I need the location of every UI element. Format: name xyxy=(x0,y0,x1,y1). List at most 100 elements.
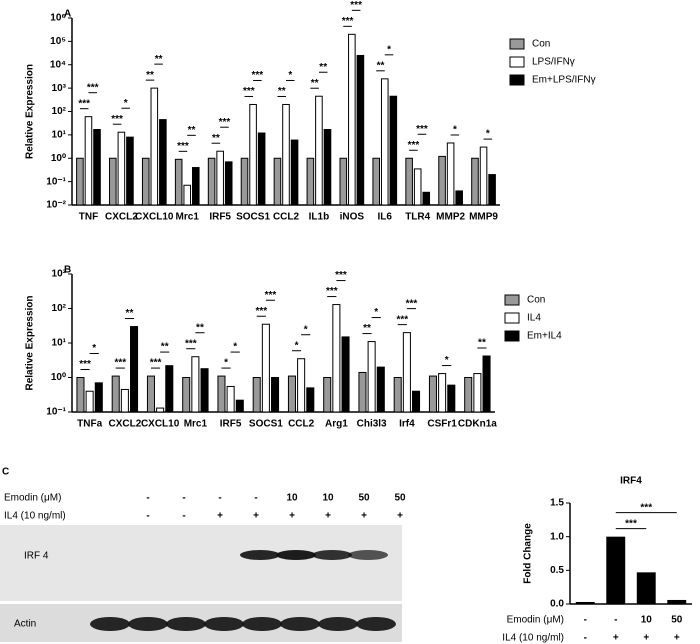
panel-label: A xyxy=(64,9,71,20)
x-tick-label: CSFr1 xyxy=(427,419,457,430)
x-tick-label: Arg1 xyxy=(325,419,348,430)
bar xyxy=(348,33,356,206)
blot-band xyxy=(128,617,168,631)
bar xyxy=(174,158,183,206)
panel-label: C xyxy=(2,467,9,478)
x-tick-label: TLR4 xyxy=(405,212,430,223)
significance-label: * xyxy=(295,340,299,351)
bar xyxy=(271,377,280,413)
blot-band xyxy=(242,617,282,631)
bar xyxy=(479,146,488,206)
significance-label: * xyxy=(445,355,449,366)
significance-label: *** xyxy=(416,124,428,135)
blot-strip xyxy=(0,525,402,601)
bar xyxy=(636,572,656,604)
x-tick-label: IRF5 xyxy=(209,212,231,223)
significance-label: *** xyxy=(335,270,347,281)
y-tick-label: 10⁻¹ xyxy=(46,407,66,418)
lane-value: + xyxy=(289,511,295,522)
bar xyxy=(339,157,348,206)
bar xyxy=(216,150,224,206)
y-tick-label: 10⁻² xyxy=(46,200,66,211)
legend-swatch xyxy=(504,330,520,342)
y-tick-label: 10⁰ xyxy=(51,372,66,383)
blot-band xyxy=(204,617,244,631)
significance-label: *** xyxy=(406,298,418,309)
y-tick-label: 0.5 xyxy=(550,565,564,576)
legend-label: Em+LPS/IFNγ xyxy=(532,75,596,86)
bar xyxy=(575,601,595,604)
bar xyxy=(422,191,431,206)
blot-band xyxy=(276,550,316,560)
significance-label: *** xyxy=(640,502,652,513)
y-tick-label: 0.0 xyxy=(550,599,564,610)
lane-value: - xyxy=(182,511,185,522)
significance-label: *** xyxy=(396,314,408,325)
significance-label: ** xyxy=(478,338,486,349)
legend-label: IL4 xyxy=(527,313,541,324)
blot-band xyxy=(356,617,396,631)
legend-swatch xyxy=(509,56,525,68)
significance-label: * xyxy=(92,343,96,354)
significance-label: *** xyxy=(408,140,420,151)
y-tick-label: 10⁴ xyxy=(50,59,66,70)
y-axis-label: Relative Expression xyxy=(25,64,36,159)
y-tick-label: 10⁰ xyxy=(51,153,66,164)
bar xyxy=(146,375,155,413)
blot-band xyxy=(90,617,130,631)
bar xyxy=(85,390,94,413)
legend-label: Con xyxy=(527,295,545,306)
significance-label: *** xyxy=(265,290,277,301)
bar xyxy=(76,157,84,206)
significance-label: ** xyxy=(188,125,196,136)
significance-label: * xyxy=(224,358,228,369)
bar xyxy=(165,365,174,413)
bar xyxy=(402,332,411,413)
bar xyxy=(287,375,296,413)
significance-label: ** xyxy=(278,86,286,97)
x-tick-label: IRF5 xyxy=(220,419,242,430)
bar xyxy=(249,103,257,206)
lane-value: - xyxy=(218,493,221,504)
blot-band xyxy=(312,550,352,560)
y-axis-label: Relative Expression xyxy=(25,295,36,390)
bar xyxy=(389,95,398,206)
x-row-value: + xyxy=(613,633,619,644)
bar xyxy=(84,116,93,206)
band-label: IRF 4 xyxy=(24,551,49,562)
significance-label: *** xyxy=(219,117,231,128)
bar xyxy=(438,373,447,413)
bar xyxy=(376,366,385,413)
bar xyxy=(667,599,687,604)
x-tick-label: Mrc1 xyxy=(184,419,208,430)
legend-swatch xyxy=(509,74,525,86)
x-row-value: - xyxy=(584,615,587,626)
bar xyxy=(252,377,261,413)
lane-value: + xyxy=(217,511,223,522)
x-tick-label: CCL2 xyxy=(273,212,300,223)
x-tick-label: IL6 xyxy=(378,212,393,223)
bar xyxy=(109,157,117,206)
bar xyxy=(141,157,150,206)
x-tick-label: IL1b xyxy=(309,212,330,223)
bar xyxy=(111,375,120,413)
legend-label: Con xyxy=(532,39,550,50)
bar xyxy=(428,375,437,413)
x-row-value: 50 xyxy=(671,615,683,626)
x-tick-label: Mrc1 xyxy=(176,212,200,223)
x-tick-label: CCL2 xyxy=(288,419,315,430)
bar xyxy=(273,157,282,206)
bar xyxy=(126,136,134,206)
blot-band xyxy=(280,617,320,631)
bar xyxy=(393,377,402,413)
lane-value: 10 xyxy=(286,493,298,504)
lane-value: 50 xyxy=(358,493,370,504)
significance-label: ** xyxy=(377,60,385,71)
bar xyxy=(438,155,446,206)
lane-value: - xyxy=(146,511,149,522)
significance-label: *** xyxy=(114,358,126,369)
legend-swatch xyxy=(504,312,520,324)
significance-label: * xyxy=(374,307,378,318)
bar xyxy=(130,326,139,413)
lane-value: - xyxy=(182,493,185,504)
